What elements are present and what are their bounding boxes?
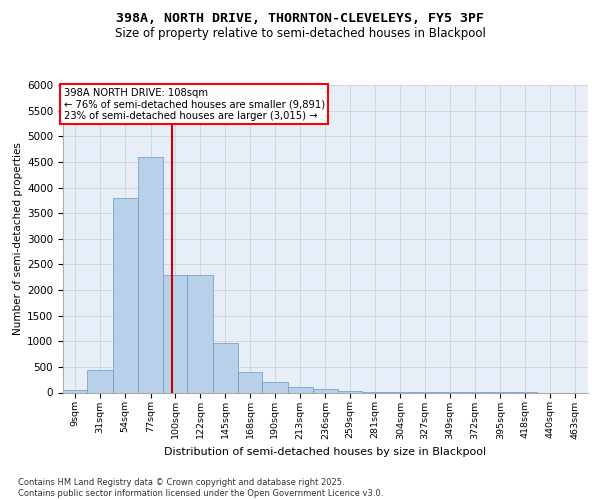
Text: 398A, NORTH DRIVE, THORNTON-CLEVELEYS, FY5 3PF: 398A, NORTH DRIVE, THORNTON-CLEVELEYS, F… <box>116 12 484 26</box>
Bar <box>313 390 338 392</box>
Bar <box>287 388 313 392</box>
Bar <box>63 390 87 392</box>
Text: 398A NORTH DRIVE: 108sqm
← 76% of semi-detached houses are smaller (9,891)
23% o: 398A NORTH DRIVE: 108sqm ← 76% of semi-d… <box>64 88 325 121</box>
Bar <box>238 372 262 392</box>
Bar <box>113 198 138 392</box>
Y-axis label: Number of semi-detached properties: Number of semi-detached properties <box>13 142 23 335</box>
Text: Contains HM Land Registry data © Crown copyright and database right 2025.
Contai: Contains HM Land Registry data © Crown c… <box>18 478 383 498</box>
X-axis label: Distribution of semi-detached houses by size in Blackpool: Distribution of semi-detached houses by … <box>164 447 487 457</box>
Bar <box>138 157 163 392</box>
Bar <box>187 274 212 392</box>
Bar <box>212 343 238 392</box>
Bar <box>262 382 287 392</box>
Bar <box>163 274 187 392</box>
Text: Size of property relative to semi-detached houses in Blackpool: Size of property relative to semi-detach… <box>115 28 485 40</box>
Bar <box>338 390 362 392</box>
Bar <box>87 370 113 392</box>
